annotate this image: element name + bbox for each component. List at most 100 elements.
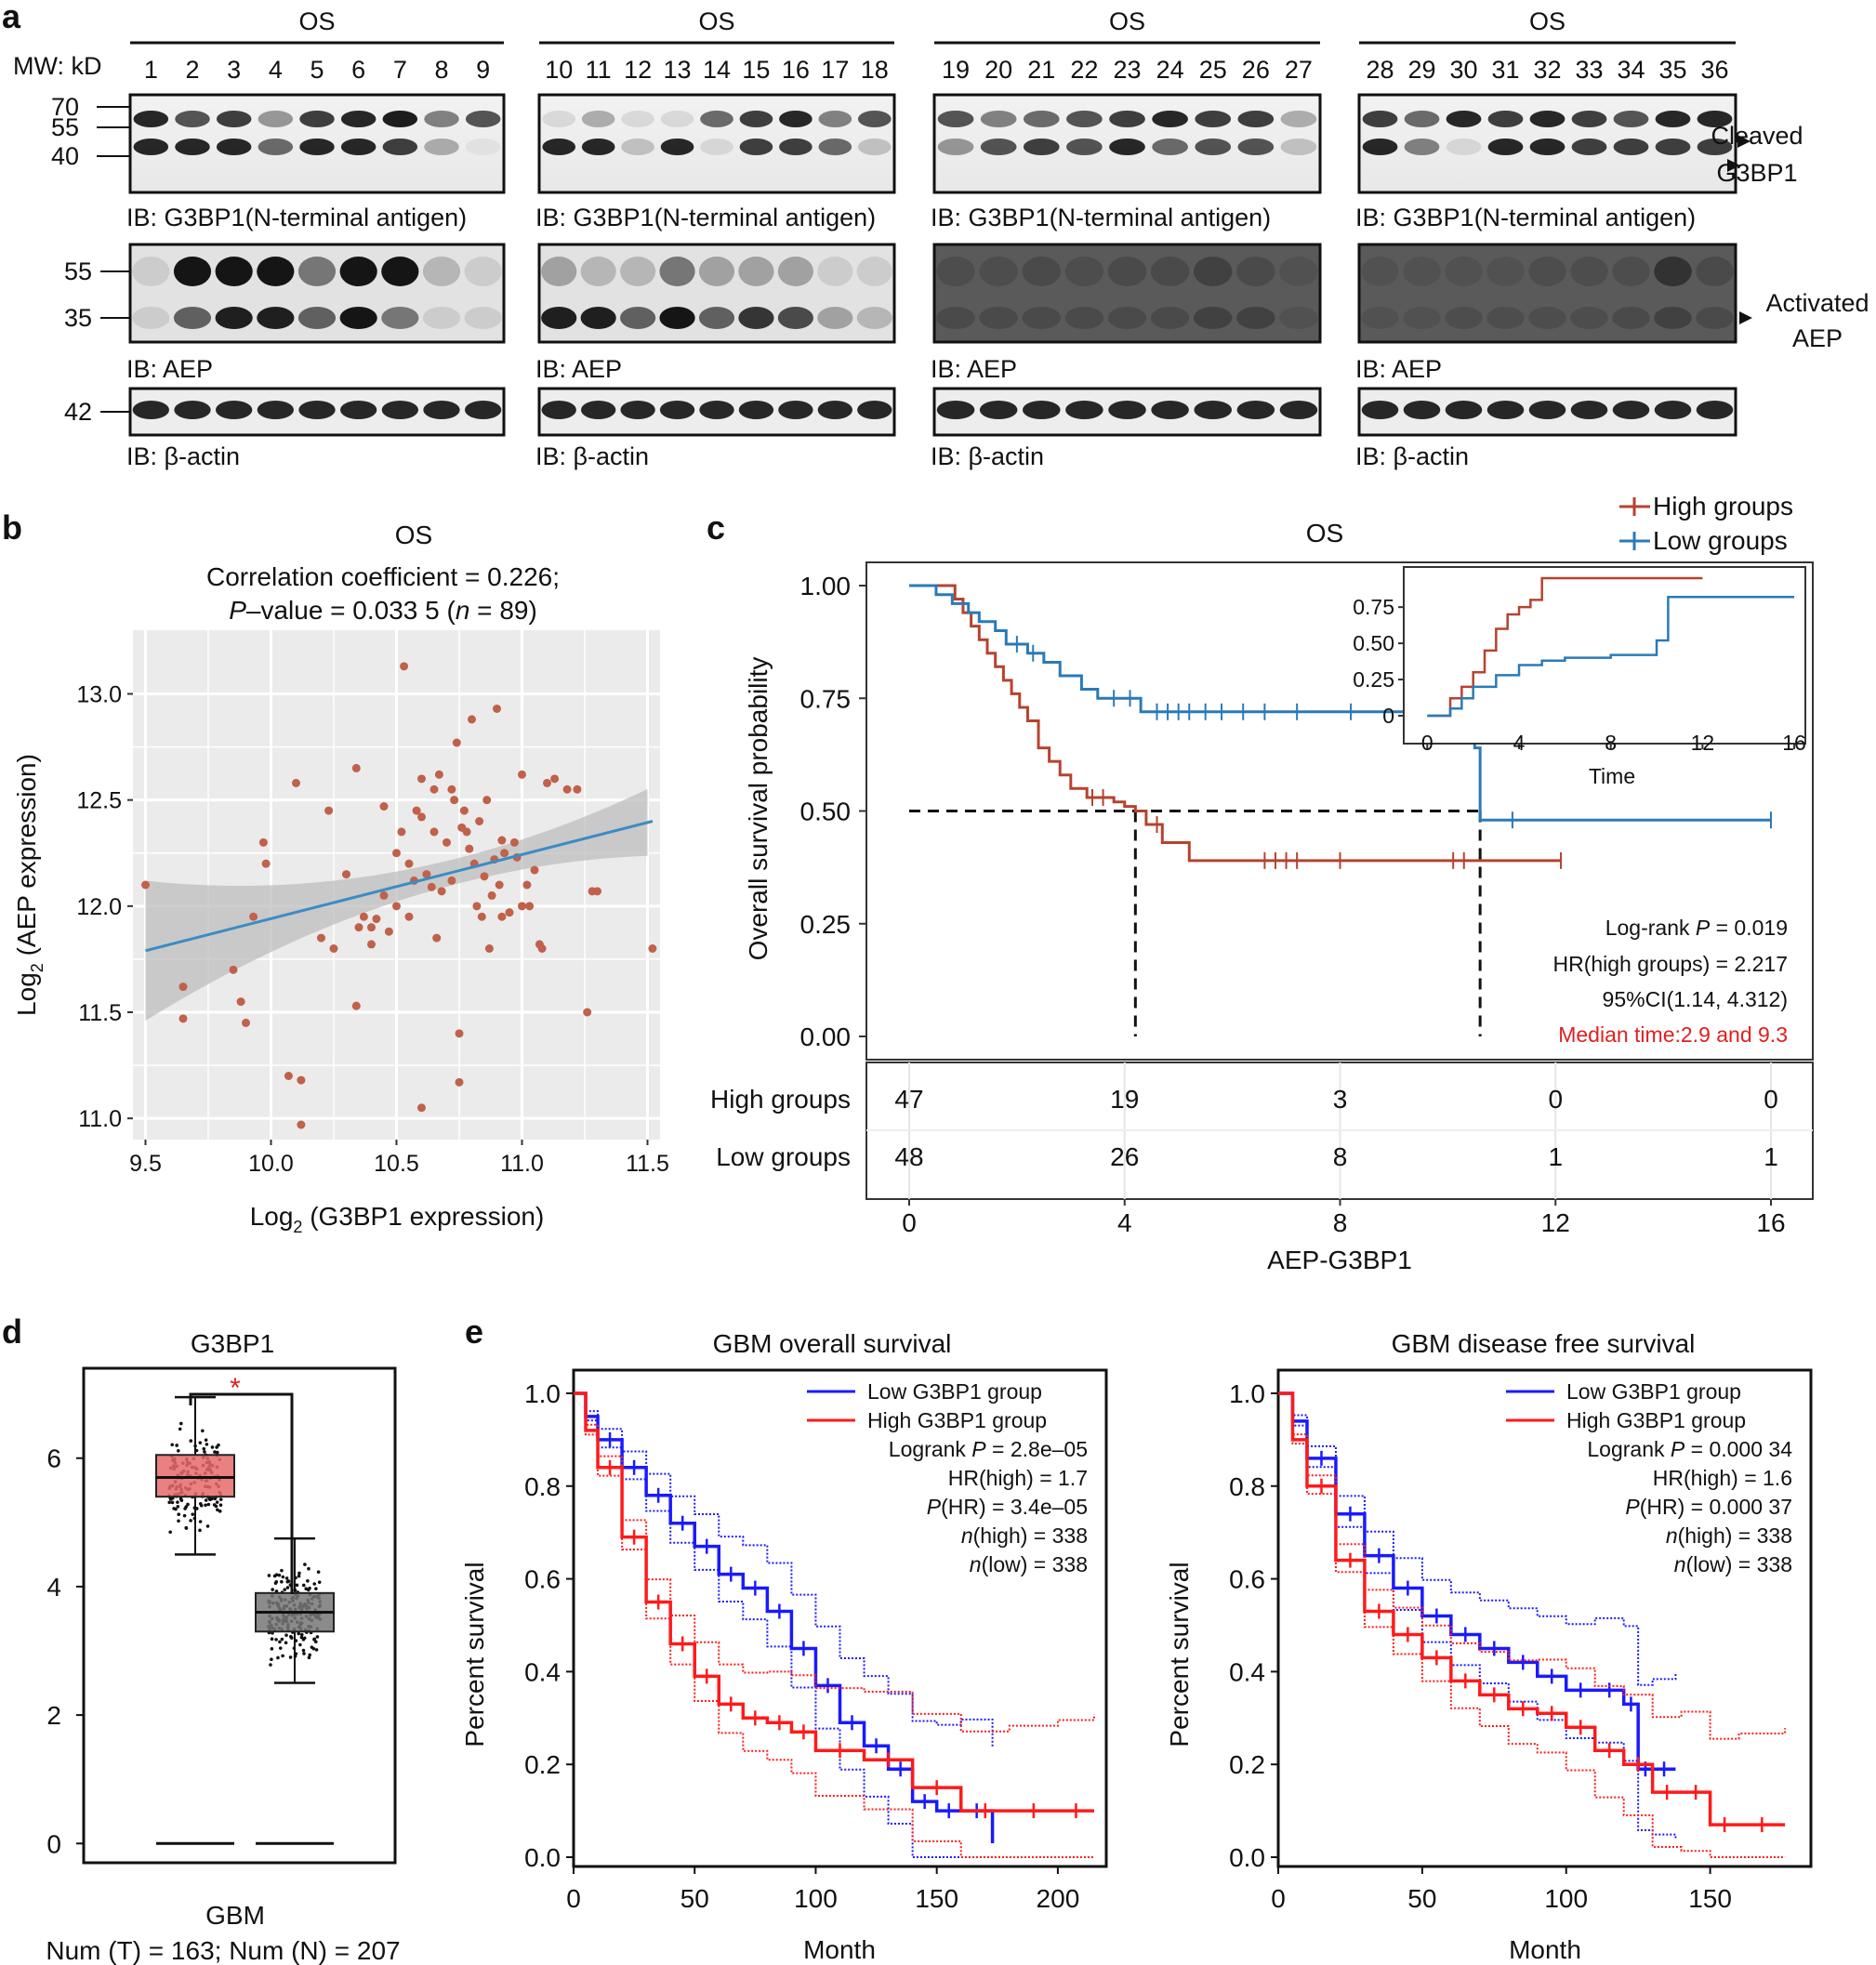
band-aep-55 <box>422 257 461 286</box>
box-T <box>155 1454 235 1498</box>
km-stat-median: Median time:2.9 and 9.3 <box>1558 1022 1788 1047</box>
band-aep-35 <box>464 307 502 329</box>
lane-number: 13 <box>664 56 692 84</box>
band-g3bp1-cleaved <box>258 138 294 155</box>
band-g3bp1-full <box>660 111 694 127</box>
band-actin <box>1194 401 1233 419</box>
scatter-subtitle-1: Correlation coefficient = 0.226; <box>206 562 560 591</box>
panel-b-label: b <box>2 508 22 547</box>
ib-aep-label: IB: AEP <box>931 355 1017 383</box>
band-g3bp1-cleaved <box>175 138 210 155</box>
lane-number: 21 <box>1027 56 1055 84</box>
scatter-point <box>443 837 451 847</box>
legend-low-label: Low G3BP1 group <box>1566 1379 1741 1404</box>
band-g3bp1-full <box>1280 111 1317 127</box>
band-aep-55 <box>979 257 1018 286</box>
scatter-point <box>509 837 519 847</box>
box-plot: 0 2 4 6 <box>46 1392 335 1858</box>
x-tick-label: 150 <box>915 1884 958 1913</box>
band-actin <box>1612 401 1650 419</box>
x-tick-label: 200 <box>1037 1884 1080 1913</box>
band-aep-55 <box>1696 257 1734 286</box>
band-g3bp1-cleaved <box>1023 138 1060 155</box>
band-aep-35 <box>1361 307 1399 329</box>
band-g3bp1-cleaved <box>1613 138 1649 155</box>
band-actin <box>778 401 813 419</box>
risk-low-count: 8 <box>1333 1142 1348 1171</box>
band-g3bp1-full <box>779 111 812 127</box>
ib-actin-label: IB: β-actin <box>126 442 240 470</box>
scatter-point <box>429 785 439 794</box>
band-aep-35 <box>856 307 892 329</box>
scatter-point <box>392 902 401 911</box>
band-actin <box>1108 401 1146 419</box>
legend-low-label: Low G3BP1 group <box>867 1379 1042 1404</box>
band-actin <box>465 401 502 419</box>
scatter-point <box>400 662 409 671</box>
lane-number: 36 <box>1700 56 1728 84</box>
band-aep-55 <box>215 257 253 286</box>
y-tick-label: 11.5 <box>78 1000 122 1026</box>
scatter-point <box>417 1103 426 1113</box>
lane-number: 8 <box>434 56 448 84</box>
band-g3bp1-cleaved <box>857 138 892 155</box>
inset-x-tick-label: 12 <box>1691 731 1715 755</box>
inset-x-tick-label: 8 <box>1605 731 1617 755</box>
box-point <box>274 1638 278 1642</box>
lane-number: 14 <box>703 56 731 84</box>
band-aep-35 <box>381 307 419 329</box>
box-point <box>303 1563 307 1566</box>
band-aep-55 <box>1403 257 1441 286</box>
band-aep-35 <box>659 307 695 329</box>
km-stat-ci: 95%CI(1.14, 4.312) <box>1603 987 1788 1011</box>
box-point <box>198 1528 202 1533</box>
blot-os-label: OS <box>1109 7 1145 35</box>
risk-high-count: 47 <box>894 1085 923 1114</box>
band-actin <box>1279 401 1318 419</box>
scatter-point <box>500 849 509 858</box>
scatter-point <box>359 912 368 921</box>
stat-nhigh-n: n <box>1666 1523 1678 1548</box>
band-aep-55 <box>1654 257 1692 286</box>
band-aep-55 <box>132 257 170 286</box>
mw-marker: 35 <box>64 304 92 332</box>
scatter-point <box>497 836 507 845</box>
scatter-point <box>475 817 484 825</box>
x-tick-label: 100 <box>794 1884 838 1913</box>
x-tick-label: 150 <box>1688 1884 1732 1913</box>
scatter-point <box>242 1018 250 1027</box>
y-tick-label: 0.2 <box>524 1750 561 1779</box>
scatter-point <box>497 912 507 921</box>
stat-logrank-val: = 0.000 34 <box>1684 1437 1792 1461</box>
lane-number: 20 <box>984 56 1012 84</box>
band-aep-35 <box>1696 307 1734 329</box>
blot-os-label: OS <box>298 7 335 35</box>
significance-bracket <box>189 1392 294 1594</box>
inset-x-tick-label: 16 <box>1782 731 1806 755</box>
box-point <box>315 1635 320 1639</box>
box-point <box>170 1500 175 1505</box>
lane-number: 5 <box>310 56 324 84</box>
stat-nlow-n: n <box>970 1552 982 1576</box>
band-aep-35 <box>1570 307 1608 329</box>
scatter-point <box>354 923 363 932</box>
box-point <box>278 1640 282 1644</box>
band-g3bp1-cleaved <box>779 138 812 155</box>
ci-line-high <box>1278 1391 1786 1859</box>
band-aep-35 <box>1193 307 1233 329</box>
band-aep-35 <box>620 307 656 329</box>
lane-number: 6 <box>351 56 365 84</box>
lane-number: 2 <box>185 56 199 84</box>
panel-d: d G3BP1 0 2 4 6 * GBM Num (T) = 163; Num (N… <box>2 1312 401 1965</box>
lane-number: 1 <box>144 56 158 84</box>
band-aep-55 <box>1486 257 1525 286</box>
mw-marker: 40 <box>51 142 79 170</box>
scatter-point <box>317 933 325 943</box>
panel-e-label: e <box>465 1312 483 1351</box>
stat-logrank: Logrank P = 0.000 34 <box>1587 1437 1792 1461</box>
band-g3bp1-cleaved <box>739 138 773 155</box>
band-actin <box>298 401 336 419</box>
box-point <box>199 1503 204 1508</box>
scatter-point <box>462 827 471 837</box>
